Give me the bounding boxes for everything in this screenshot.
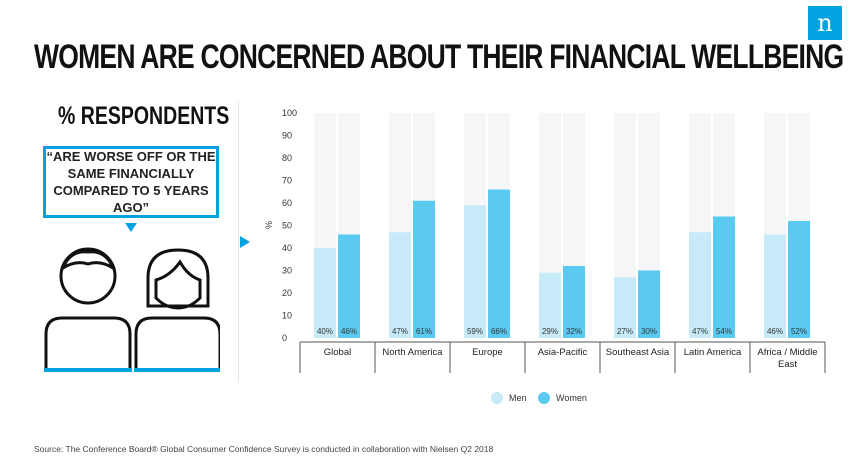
quote-pointer xyxy=(125,223,137,232)
source-note: Source: The Conference Board® Global Con… xyxy=(34,444,494,454)
y-tick-label: 70 xyxy=(282,176,292,186)
y-tick-label: 10 xyxy=(282,311,292,321)
category-label: Asia-Pacific xyxy=(538,347,588,358)
category-label: Southeast Asia xyxy=(606,347,670,358)
legend-swatch-women xyxy=(538,392,550,404)
bar-men xyxy=(314,248,336,338)
y-tick-label: 80 xyxy=(282,153,292,163)
man-icon xyxy=(44,247,132,372)
bar-men xyxy=(614,277,636,338)
bar-women xyxy=(338,234,360,338)
data-label-men: 27% xyxy=(617,327,633,336)
data-label-women: 54% xyxy=(716,327,732,336)
y-axis-label: % xyxy=(264,221,274,229)
bar-women xyxy=(788,221,810,338)
bar-women xyxy=(563,266,585,338)
category-label: North America xyxy=(382,347,443,358)
arrow-right-icon xyxy=(240,236,250,248)
bar-men xyxy=(464,205,486,338)
data-label-men: 29% xyxy=(542,327,558,336)
nielsen-logo: n xyxy=(808,6,842,40)
y-tick-label: 60 xyxy=(282,198,292,208)
y-tick-label: 90 xyxy=(282,131,292,141)
data-label-men: 47% xyxy=(692,327,708,336)
bar-women xyxy=(638,270,660,338)
bar-women xyxy=(488,189,510,338)
bar-men xyxy=(389,232,411,338)
y-tick-label: 50 xyxy=(282,221,292,231)
category-label: Africa / Middle East xyxy=(757,347,817,370)
data-label-women: 30% xyxy=(641,327,657,336)
data-label-men: 46% xyxy=(767,327,783,336)
y-tick-label: 30 xyxy=(282,266,292,276)
y-tick-label: 40 xyxy=(282,243,292,253)
bar-women xyxy=(713,216,735,338)
legend-label-women: Women xyxy=(556,393,587,403)
data-label-men: 40% xyxy=(317,327,333,336)
category-label: Global xyxy=(324,347,351,358)
y-tick-label: 0 xyxy=(282,333,287,343)
quote-box: “ARE WORSE OFF OR THE SAME FINANCIALLY C… xyxy=(43,146,219,218)
data-label-women: 66% xyxy=(491,327,507,336)
woman-icon xyxy=(134,248,220,372)
quote-text: “ARE WORSE OFF OR THE SAME FINANCIALLY C… xyxy=(46,149,216,215)
bar-women xyxy=(413,200,435,338)
category-label: Latin America xyxy=(684,347,742,358)
people-illustration xyxy=(44,247,220,372)
data-label-women: 32% xyxy=(566,327,582,336)
panel-divider xyxy=(238,102,239,382)
data-label-women: 61% xyxy=(416,327,432,336)
data-label-men: 59% xyxy=(467,327,483,336)
y-tick-label: 100 xyxy=(282,108,297,118)
bar-men xyxy=(539,272,561,338)
bar-men xyxy=(689,232,711,338)
respondents-heading: % RESPONDENTS xyxy=(58,102,230,130)
category-label: Europe xyxy=(472,347,503,358)
legend-swatch-men xyxy=(491,392,503,404)
data-label-women: 46% xyxy=(341,327,357,336)
bar-men xyxy=(764,234,786,338)
legend-label-men: Men xyxy=(509,393,527,403)
data-label-women: 52% xyxy=(791,327,807,336)
y-tick-label: 20 xyxy=(282,288,292,298)
data-label-men: 47% xyxy=(392,327,408,336)
